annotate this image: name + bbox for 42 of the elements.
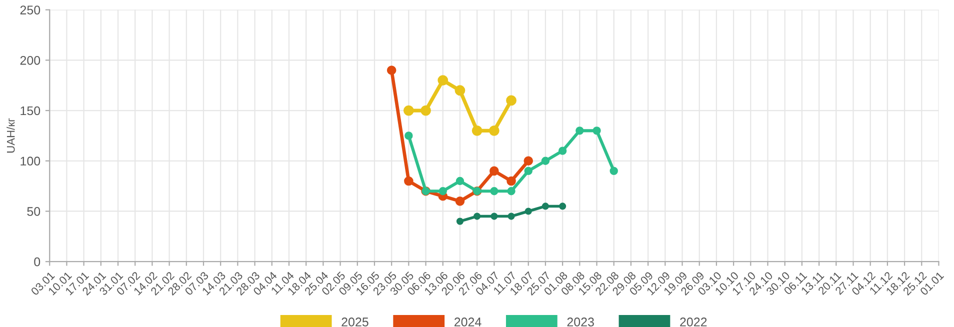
point	[474, 212, 481, 220]
y-tick-label: 150	[20, 106, 40, 116]
y-tick-label: 250	[20, 6, 40, 14]
point	[610, 166, 618, 176]
point	[404, 176, 414, 186]
point	[542, 202, 550, 210]
point	[456, 176, 464, 186]
point	[507, 187, 516, 196]
point	[403, 105, 414, 116]
point	[508, 212, 515, 220]
point	[404, 132, 413, 140]
point	[592, 126, 601, 135]
point	[488, 125, 500, 136]
point	[558, 146, 567, 155]
point	[490, 187, 498, 196]
point	[506, 176, 516, 186]
point	[576, 126, 584, 135]
point	[541, 156, 550, 165]
legend-label: 2022	[680, 318, 707, 326]
y-tick-label: 200	[20, 56, 40, 65]
y-axis-title: UAH/кг	[6, 118, 15, 153]
y-tick-label: 0	[34, 257, 40, 266]
point	[490, 166, 499, 176]
point	[472, 125, 482, 136]
point	[524, 156, 534, 166]
point	[454, 85, 466, 96]
point	[420, 105, 431, 116]
point	[455, 196, 465, 206]
point	[456, 218, 464, 225]
point	[559, 202, 566, 210]
point	[438, 75, 448, 86]
y-tick-label: 100	[20, 156, 40, 166]
point	[490, 212, 498, 220]
legend-label: 2023	[567, 318, 594, 326]
legend-label: 2024	[454, 318, 482, 326]
point	[506, 95, 516, 106]
point	[438, 187, 447, 196]
point	[524, 208, 532, 215]
legend-label: 2025	[342, 318, 368, 326]
y-tick-label: 50	[27, 207, 40, 216]
point	[524, 166, 532, 176]
point	[386, 66, 396, 75]
